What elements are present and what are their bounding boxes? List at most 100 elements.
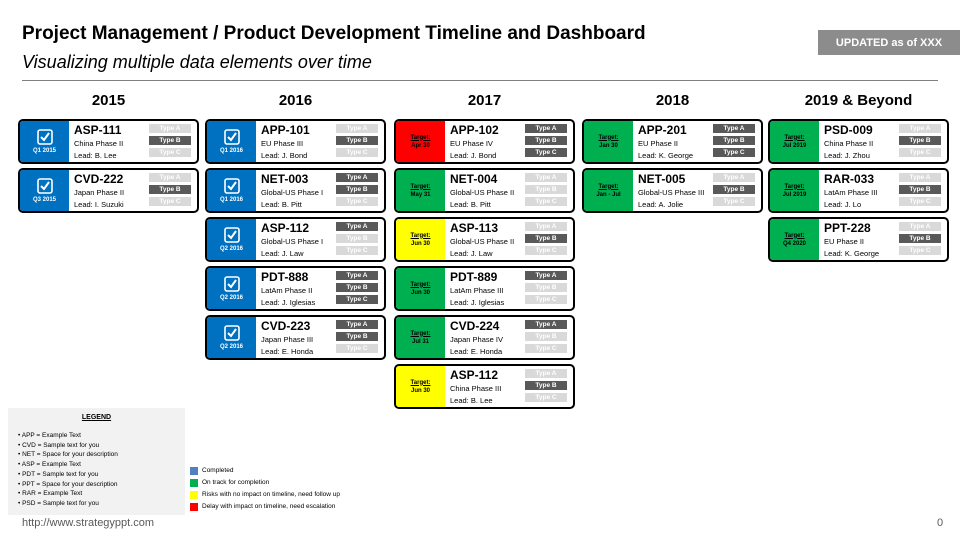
type-tag: Type C [336, 246, 378, 255]
status-swatch [190, 467, 198, 475]
type-tag: Type C [525, 197, 567, 206]
target-label: Target: [410, 183, 431, 190]
type-tag: Type B [899, 234, 941, 243]
check-icon [223, 129, 240, 145]
legend-text: APP = Example Text [21, 432, 81, 439]
type-tag: Type C [899, 148, 941, 157]
check-box [223, 325, 240, 341]
legend-box [8, 408, 185, 515]
type-tag: Type C [525, 246, 567, 255]
type-tag: Type A [899, 173, 941, 182]
type-tag: Type B [713, 136, 755, 145]
type-tag: Type B [336, 332, 378, 341]
status-label: Completed [202, 467, 234, 474]
legend-text: RAR = Example Text [22, 490, 83, 498]
target-date: Jul 2019 [782, 142, 807, 149]
legend-item: • APP = Example Text [18, 432, 81, 439]
project-lead: Lead: B. Pitt [450, 200, 491, 209]
project-card: Q1 2015 ASP-111 China Phase II Lead: B. Lee… [18, 119, 199, 164]
project-region: EU Phase III [261, 139, 304, 148]
project-code: PPT-228 [824, 221, 871, 235]
type-tag: Type B [149, 136, 191, 145]
target-label: Target: [598, 183, 619, 190]
project-region: Global-US Phase I [261, 237, 324, 246]
quarter: Q1 2016 [219, 197, 244, 203]
status-block: Target: Jan - Jul [584, 170, 633, 211]
type-tag: Type A [525, 369, 567, 378]
project-card: Target: Q4 2020 PPT-228 EU Phase II Lead: K.… [768, 217, 949, 262]
type-tag: Type C [713, 148, 755, 157]
bullet: • [18, 451, 23, 459]
project-card: Q1 2016 APP-101 EU Phase III Lead: J. Bond T… [205, 119, 386, 164]
legend-item: • ASP = Example Text [18, 461, 81, 468]
type-tag: Type A [336, 320, 378, 329]
project-lead: Lead: K. George [824, 249, 880, 258]
type-tag: Type C [899, 246, 941, 255]
project-lead: Lead: B. Pitt [261, 200, 302, 209]
project-lead: Lead: E. Honda [450, 347, 503, 356]
type-tag: Type B [525, 283, 567, 292]
legend-item: • PSD = Sample text for you [18, 500, 99, 507]
legend-text: ASP = Example Text [21, 461, 81, 469]
project-code: RAR-033 [824, 172, 875, 186]
project-region: Japan Phase III [261, 335, 314, 344]
status-block: Target: Apr 30 [396, 121, 445, 162]
check-icon [223, 325, 240, 341]
project-card: Target: May 31 NET-004 Global-US Phase II Le… [394, 168, 575, 213]
legend-title: LEGEND [81, 414, 112, 421]
quarter: Q1 2015 [32, 148, 57, 154]
project-region: China Phase III [450, 384, 502, 393]
bullet: • [18, 441, 23, 449]
project-code: ASP-112 [450, 368, 499, 382]
type-tag: Type B [149, 185, 191, 194]
project-code: ASP-112 [261, 221, 310, 235]
bullet: • [18, 480, 23, 488]
legend-item: • PDT = Sample text for you [18, 471, 98, 478]
type-tag: Type A [713, 173, 755, 182]
status-swatch [190, 503, 198, 511]
target-label: Target: [410, 281, 431, 288]
legend-item: • NET = Space for your description [18, 451, 118, 458]
status-label: Risks with no impact on timeline, need f… [202, 491, 341, 498]
target-date: May 31 [410, 191, 431, 198]
status-block: Q2 2016 [207, 219, 256, 260]
target-date: Jun 30 [410, 289, 430, 296]
project-code: ASP-111 [74, 123, 122, 137]
project-lead: Lead: J. Iglesias [450, 298, 505, 307]
check-icon [223, 178, 240, 194]
status-block: Target: Jun 30 [396, 219, 445, 260]
check-box [223, 227, 240, 243]
project-code: NET-003 [261, 172, 309, 186]
project-code: CVD-222 [74, 172, 124, 186]
bullet: • [18, 499, 23, 507]
project-card: Q2 2016 ASP-112 Global-US Phase I Lead: J. … [205, 217, 386, 262]
legend-text: PPT = Space for your description [22, 480, 118, 488]
type-tag: Type B [336, 283, 378, 292]
project-lead: Lead: E. Honda [261, 347, 314, 356]
type-tag: Type B [525, 234, 567, 243]
quarter: Q1 2016 [219, 148, 244, 154]
target-label: Target: [784, 232, 805, 239]
type-tag: Type B [336, 185, 378, 194]
project-code: ASP-113 [450, 221, 499, 235]
type-tag: Type A [525, 222, 567, 231]
type-tag: Type A [899, 222, 941, 231]
type-tag: Type A [525, 271, 567, 280]
project-region: EU Phase II [824, 237, 865, 246]
type-tag: Type B [336, 234, 378, 243]
type-tag: Type B [899, 136, 941, 145]
project-lead: Lead: J. Iglesias [261, 298, 316, 307]
type-tag: Type B [525, 136, 567, 145]
legend-text: PSD = Sample text for you [22, 499, 99, 507]
target-label: Target: [410, 330, 431, 337]
status-block: Q2 2016 [207, 317, 256, 358]
project-card: Target: Apr 30 APP-102 EU Phase IV Lead: J. … [394, 119, 575, 164]
type-tag: Type C [525, 393, 567, 402]
project-region: Global-US Phase II [450, 237, 515, 246]
status-block: Q2 2016 [207, 268, 256, 309]
project-code: CVD-223 [261, 319, 311, 333]
project-card: Q1 2016 NET-003 Global-US Phase I Lead: B. … [205, 168, 386, 213]
check-box [36, 129, 53, 145]
year-header: 2017 [467, 92, 502, 109]
project-lead: Lead: I. Suzuki [74, 200, 124, 209]
